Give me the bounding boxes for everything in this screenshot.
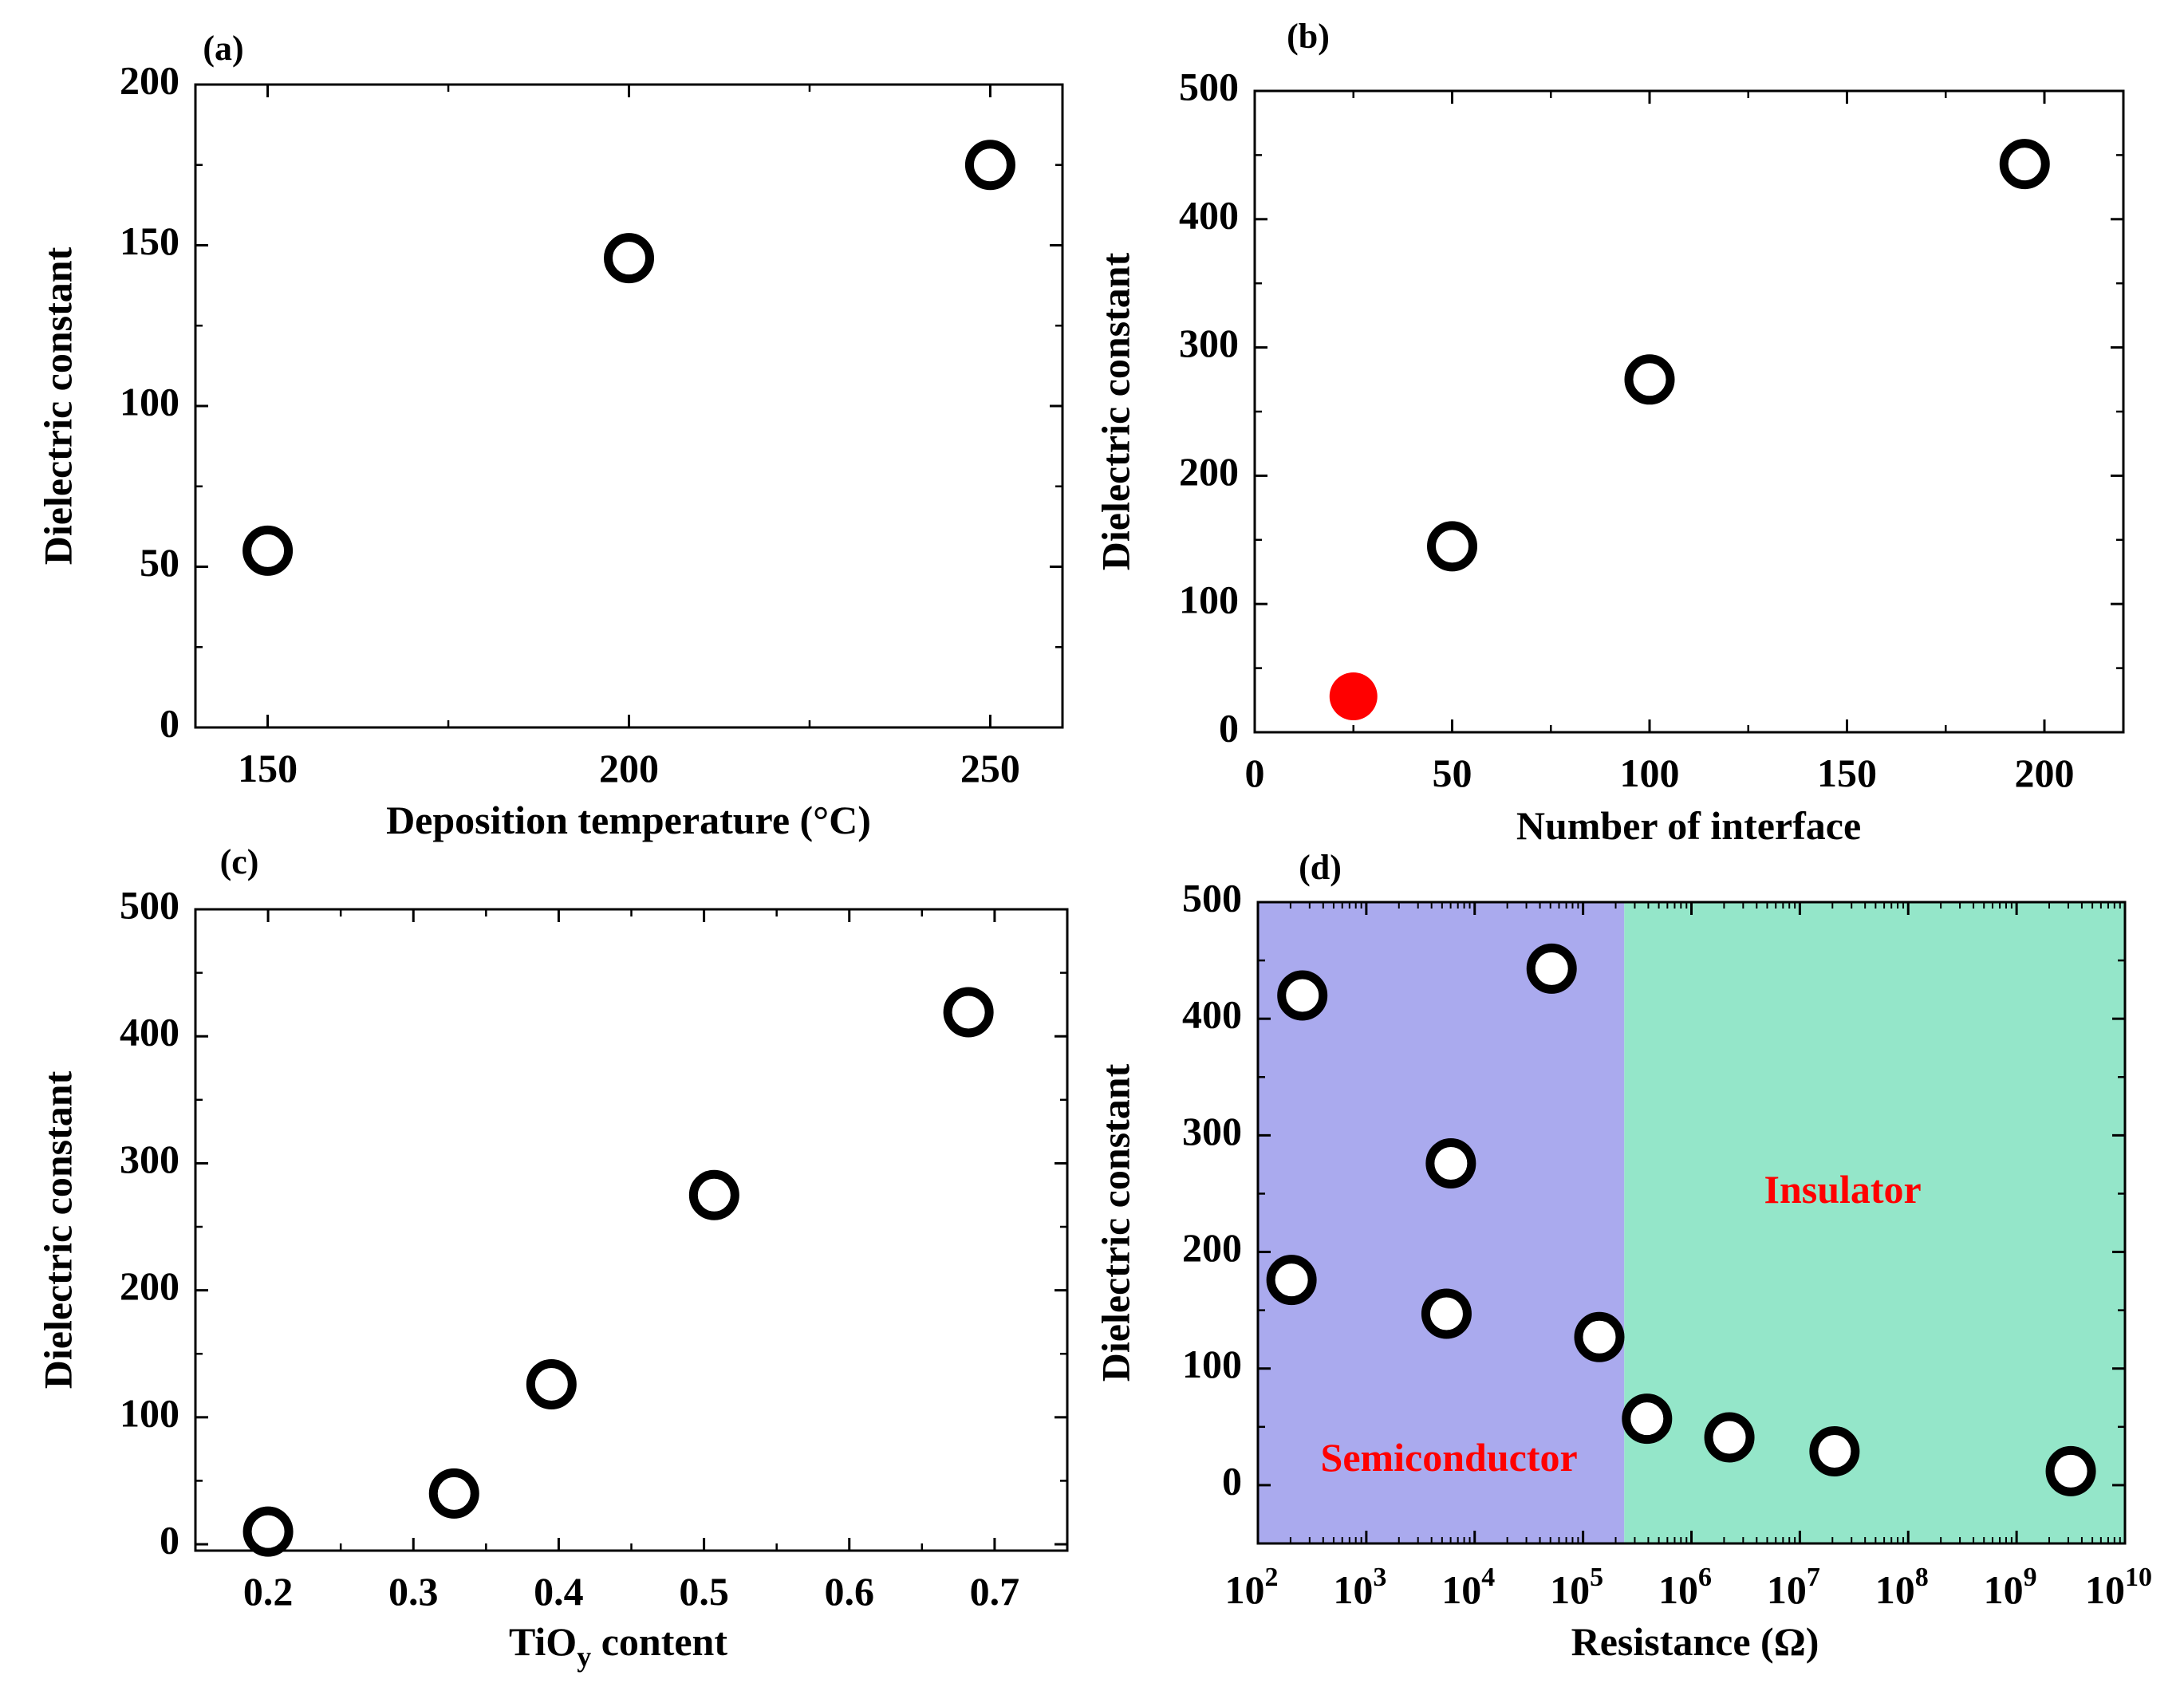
- x-tick-label: 0.3: [388, 1569, 439, 1614]
- data-point: [1704, 1412, 1755, 1463]
- x-tick-label: 200: [2015, 751, 2075, 795]
- y-tick-label: 300: [120, 1137, 179, 1181]
- x-tick-label: 106: [1658, 1563, 1712, 1612]
- x-axis-title: Resistance (Ω): [1571, 1619, 1819, 1664]
- y-tick-label: 100: [120, 1390, 179, 1435]
- y-tick-label: 300: [1182, 1109, 1242, 1153]
- y-axis-title: Dielectric constant: [35, 1070, 80, 1389]
- plot-frame: [194, 83, 1064, 729]
- data-point: [1277, 970, 1328, 1021]
- y-axis-title: Dielectric constant: [1093, 1063, 1137, 1382]
- data-point: [1266, 1255, 1317, 1306]
- y-tick-label: 50: [140, 540, 179, 585]
- y-axis-title: Dielectric constant: [1093, 252, 1137, 570]
- y-tick-label: 0: [1222, 1458, 1242, 1503]
- data-point: [526, 1358, 577, 1409]
- x-tick-label: 0.2: [243, 1569, 294, 1614]
- x-axis-title: Number of interface: [1516, 803, 1861, 848]
- y-tick-label: 100: [1179, 577, 1239, 622]
- data-point-filled: [1329, 672, 1378, 720]
- y-axis-title: Dielectric constant: [35, 246, 80, 565]
- data-point: [1624, 354, 1675, 405]
- data-point: [943, 987, 994, 1038]
- data-point: [1999, 139, 2050, 190]
- x-tick-label: 109: [1984, 1563, 2037, 1612]
- x-tick-label: 0.4: [534, 1569, 584, 1614]
- panel-label: (b): [1287, 17, 1330, 56]
- x-tick-label: 102: [1225, 1563, 1279, 1612]
- y-tick-label: 150: [120, 219, 179, 263]
- x-axis-title: TiOy content: [509, 1619, 727, 1673]
- x-tick-label: 104: [1441, 1563, 1495, 1612]
- panel-a: 0 50 100 150 200 150 200 250 (a) Deposition tempe…: [35, 29, 1064, 842]
- y-tick-label: 500: [120, 882, 179, 927]
- y-tick-label: 0: [1219, 705, 1239, 750]
- y-tick-label: 100: [120, 379, 179, 424]
- data-point: [242, 1506, 294, 1557]
- data-point: [1425, 1137, 1476, 1188]
- y-tick-label: 500: [1179, 64, 1239, 108]
- x-tick-label: 108: [1875, 1563, 1929, 1612]
- region-label-semiconductor: Semiconductor: [1321, 1435, 1578, 1480]
- panel-d: Semiconductor Insulator 0 100 200 300 400 500 10…: [1093, 848, 2152, 1664]
- x-tick-label: 105: [1550, 1563, 1603, 1612]
- y-tick-label: 200: [1182, 1225, 1242, 1270]
- data-point: [604, 233, 654, 284]
- y-tick-label: 100: [1182, 1342, 1242, 1386]
- panel-c: 0 100 200 300 400 500 0.2 0.3 0.4 0.5 0.6 0.7 (c) TiO…: [35, 842, 1069, 1673]
- y-tick-label: 200: [120, 1263, 179, 1308]
- data-point: [1427, 521, 1477, 572]
- x-tick-label: 0.5: [679, 1569, 729, 1614]
- data-point: [1809, 1426, 1860, 1477]
- x-tick-label: 100: [1620, 751, 1680, 795]
- region-insulator: [1624, 902, 2125, 1543]
- x-tick-label: 150: [1817, 751, 1877, 795]
- y-tick-label: 0: [160, 1518, 179, 1563]
- x-tick-label: 103: [1333, 1563, 1386, 1612]
- y-tick-label: 400: [1182, 992, 1242, 1037]
- region-label-insulator: Insulator: [1764, 1167, 1921, 1212]
- data-point: [428, 1468, 479, 1519]
- x-tick-label: 0.6: [825, 1569, 875, 1614]
- panel-label: (c): [220, 842, 259, 881]
- x-axis-title: Deposition temperature (°C): [386, 798, 871, 842]
- x-tick-label: 107: [1767, 1563, 1820, 1612]
- y-tick-label: 200: [120, 57, 179, 102]
- panel-label: (d): [1299, 848, 1342, 887]
- plot-frame: [194, 908, 1069, 1552]
- y-tick-label: 0: [160, 700, 179, 745]
- x-tick-label: 150: [238, 746, 298, 790]
- data-point: [1526, 943, 1577, 994]
- data-point: [242, 525, 294, 576]
- data-point: [1421, 1288, 1472, 1339]
- x-tick-label: 200: [599, 746, 659, 790]
- panel-label: (a): [203, 29, 243, 68]
- y-tick-label: 200: [1179, 449, 1239, 494]
- plot-frame: [1253, 89, 2125, 734]
- y-tick-label: 400: [1179, 192, 1239, 237]
- data-point: [1622, 1393, 1673, 1445]
- x-tick-label: 250: [960, 746, 1020, 790]
- x-tick-label: 1010: [2085, 1563, 2152, 1612]
- y-tick-label: 500: [1182, 875, 1242, 920]
- x-tick-label: 50: [1433, 751, 1472, 795]
- panel-b: 0 100 200 300 400 500 0 50 100 150 200 (b) Number of…: [1093, 17, 2125, 848]
- data-point: [688, 1169, 739, 1220]
- data-point: [964, 140, 1015, 191]
- data-point: [1574, 1311, 1625, 1362]
- x-tick-label: 0.7: [970, 1569, 1020, 1614]
- x-tick-label: 0: [1245, 751, 1265, 795]
- data-point: [2045, 1445, 2096, 1496]
- y-tick-label: 300: [1179, 321, 1239, 365]
- y-tick-label: 400: [120, 1010, 179, 1054]
